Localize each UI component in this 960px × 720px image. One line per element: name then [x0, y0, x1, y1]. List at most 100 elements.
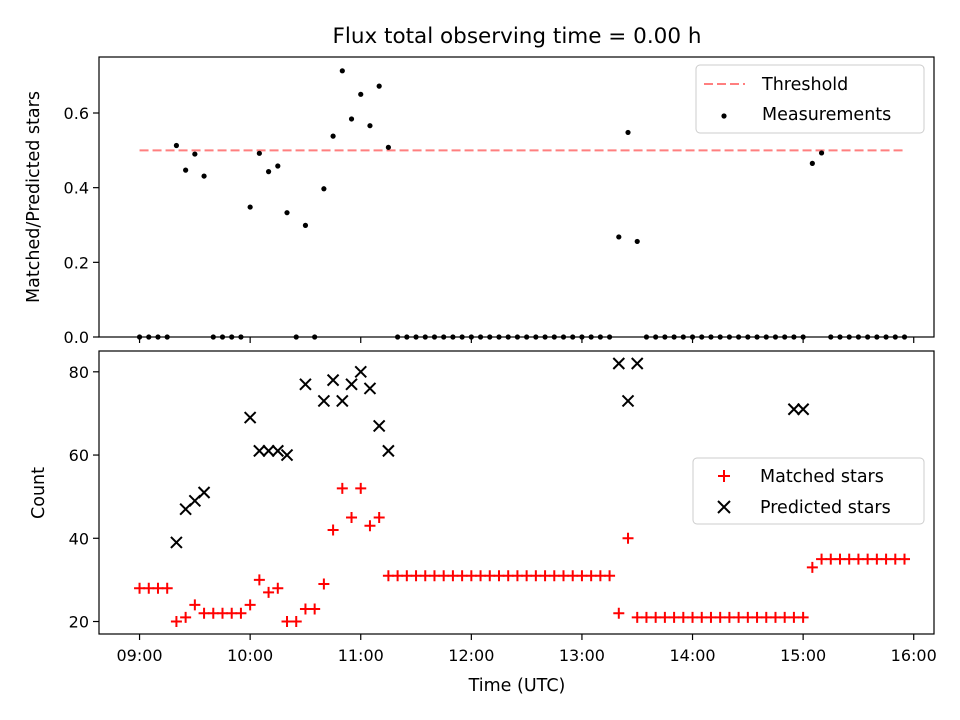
matched-point: [613, 607, 625, 619]
matched-point: [253, 574, 265, 586]
matched-point: [521, 570, 533, 582]
predicted-point: [787, 403, 801, 416]
matched-point: [134, 582, 146, 594]
matched-point: [382, 570, 394, 582]
matched-point: [263, 586, 275, 598]
measurement-point: [616, 234, 622, 240]
legend-measurements-swatch: [721, 113, 727, 119]
top-y-tick-label: 0.6: [64, 104, 89, 123]
legend-matched-label: Matched stars: [760, 467, 884, 487]
predicted-point: [796, 403, 810, 416]
matched-point: [180, 611, 192, 623]
bottom-plot-frame: [98, 350, 935, 635]
matched-point: [355, 482, 367, 494]
measurement-point: [818, 150, 825, 156]
predicted-point: [631, 357, 644, 370]
matched-point: [346, 511, 358, 523]
bottom-panel: Count Time (UTC) 20 40 60 80 09:00 10:00 11:0…: [29, 350, 937, 696]
matched-point: [862, 553, 874, 565]
matched-point: [299, 603, 311, 615]
matched-point: [548, 570, 560, 582]
legend-matched-swatch: [718, 470, 730, 482]
bottom-x-tick-label: 11:00: [338, 646, 384, 665]
matched-point: [198, 607, 210, 619]
measurement-point: [183, 167, 189, 173]
matched-point: [373, 511, 385, 523]
predicted-point: [271, 444, 285, 458]
matched-point: [631, 611, 643, 623]
measurement-point: [302, 222, 309, 228]
bottom-x-tick-label: 10:00: [227, 646, 273, 665]
matched-point: [336, 482, 348, 494]
bottom-x-tick-label: 13:00: [559, 646, 605, 665]
measurement-point: [201, 173, 207, 179]
measurement-point: [321, 186, 327, 192]
matched-point: [880, 553, 892, 565]
matched-point: [843, 553, 855, 565]
predicted-point: [262, 444, 275, 458]
predicted-point: [326, 373, 340, 387]
matched-point: [475, 570, 487, 582]
matched-point: [493, 570, 505, 582]
top-y-ticks: 0.0 0.2 0.4 0.6: [64, 104, 99, 347]
matched-point: [170, 616, 182, 628]
matched-point: [760, 611, 772, 623]
measurement-point: [358, 91, 364, 97]
top-title: Flux total observing time = 0.00 h: [333, 24, 702, 49]
measurement-point: [367, 123, 373, 129]
predicted-point: [170, 536, 183, 549]
measurement-point: [284, 210, 290, 216]
predicted-point: [363, 382, 377, 395]
predicted-point: [372, 419, 386, 433]
top-y-tick-label: 0.0: [64, 328, 89, 347]
matched-point: [769, 611, 781, 623]
bottom-x-tick-label: 12:00: [448, 646, 494, 665]
top-plot-frame: [98, 56, 935, 338]
x-axis-label: Time (UTC): [468, 676, 566, 696]
matched-point: [558, 570, 570, 582]
matched-point: [585, 570, 597, 582]
predicted-point: [253, 444, 266, 458]
measurement-point: [247, 204, 253, 210]
matched-point: [567, 570, 579, 582]
matched-point: [733, 611, 745, 623]
predicted-point: [243, 411, 257, 424]
bottom-x-tick-label: 14:00: [669, 646, 715, 665]
matched-point: [392, 570, 404, 582]
predicted-points: [170, 357, 810, 549]
measurement-point: [173, 142, 180, 149]
predicted-point: [197, 486, 211, 499]
matched-point: [723, 611, 735, 623]
matched-point: [659, 611, 671, 623]
matched-point: [401, 570, 413, 582]
matched-point: [290, 616, 302, 628]
matched-point: [788, 611, 800, 623]
predicted-point: [345, 378, 358, 391]
legend-predicted-label: Predicted stars: [760, 498, 891, 518]
measurement-point: [192, 151, 198, 157]
measurement-points: [136, 68, 908, 340]
measurement-point: [339, 68, 345, 74]
legend-predicted-swatch: [717, 500, 731, 514]
measurement-point: [265, 169, 272, 175]
measurement-point: [348, 116, 355, 122]
matched-point: [539, 570, 551, 582]
top-y-tick-label: 0.2: [64, 253, 89, 272]
predicted-point: [612, 357, 626, 370]
matched-point: [714, 611, 726, 623]
top-legend: Threshold Measurements: [695, 64, 925, 134]
matched-point: [410, 570, 422, 582]
matched-point: [650, 611, 662, 623]
matched-point: [696, 611, 708, 623]
predicted-point: [382, 444, 395, 458]
matched-point: [456, 570, 468, 582]
matched-point: [816, 553, 828, 565]
measurement-point: [625, 129, 631, 136]
matched-point: [143, 582, 155, 594]
matched-point: [327, 524, 339, 536]
matched-point: [447, 570, 459, 582]
matched-point: [779, 611, 791, 623]
bottom-y-tick-label: 80: [69, 363, 89, 382]
matched-point: [889, 553, 901, 565]
